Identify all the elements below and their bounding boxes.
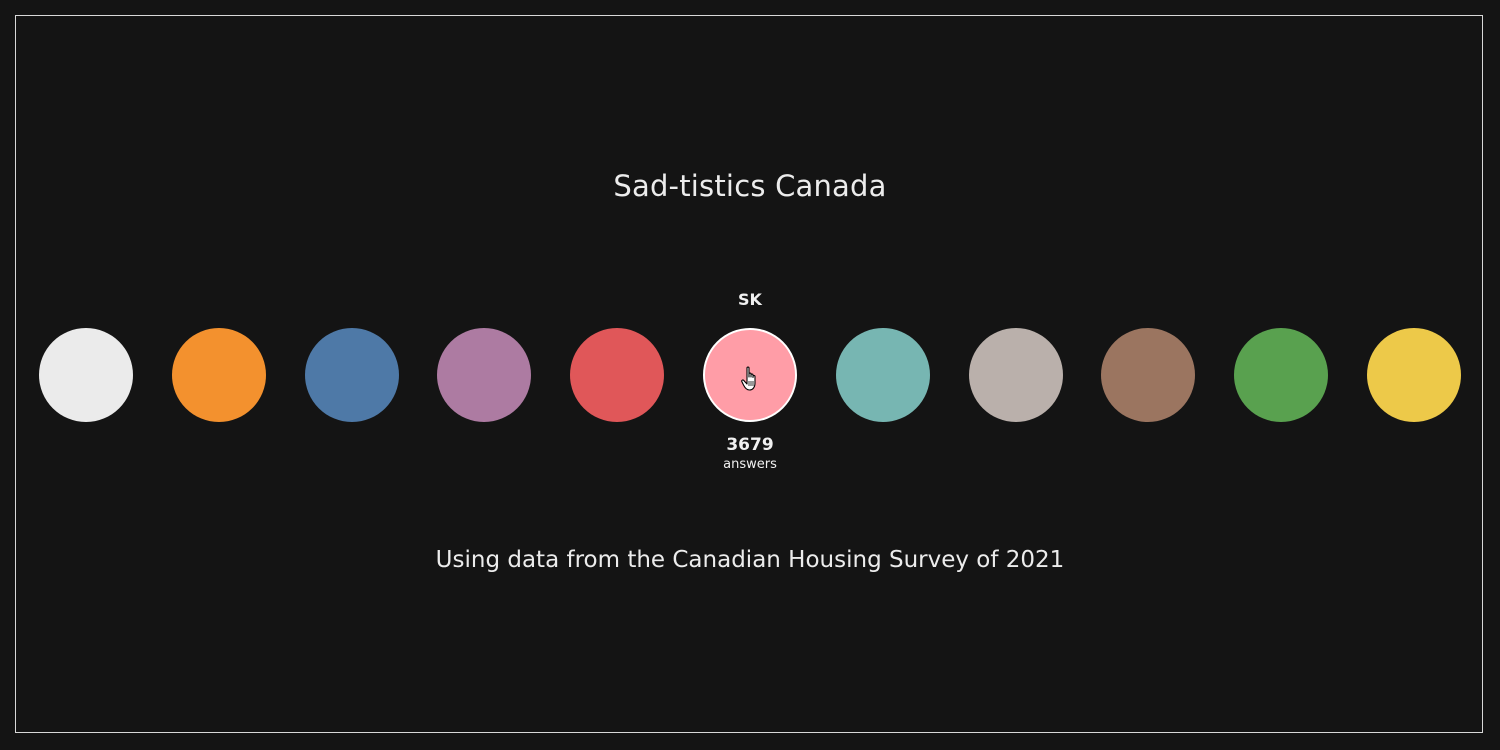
page-title: Sad-tistics Canada [613, 169, 887, 203]
province-circle[interactable] [835, 328, 930, 422]
province-circle[interactable] [304, 328, 399, 422]
page-subtitle: Using data from the Canadian Housing Sur… [435, 547, 1065, 573]
province-circle[interactable] [1367, 328, 1461, 422]
province-circle[interactable] [570, 328, 665, 422]
province-circle[interactable] [171, 328, 266, 422]
page-frame [15, 15, 1483, 733]
answer-count: 3679 [726, 435, 774, 455]
hover-province-label: SK [738, 290, 762, 309]
province-circle[interactable] [1101, 328, 1196, 422]
hand-pointer-icon [741, 366, 756, 391]
province-circle[interactable] [1234, 328, 1329, 422]
province-circle[interactable] [39, 328, 133, 422]
answer-count-unit: answers [723, 457, 777, 472]
province-circle[interactable] [437, 328, 532, 422]
province-circle[interactable] [968, 328, 1063, 422]
